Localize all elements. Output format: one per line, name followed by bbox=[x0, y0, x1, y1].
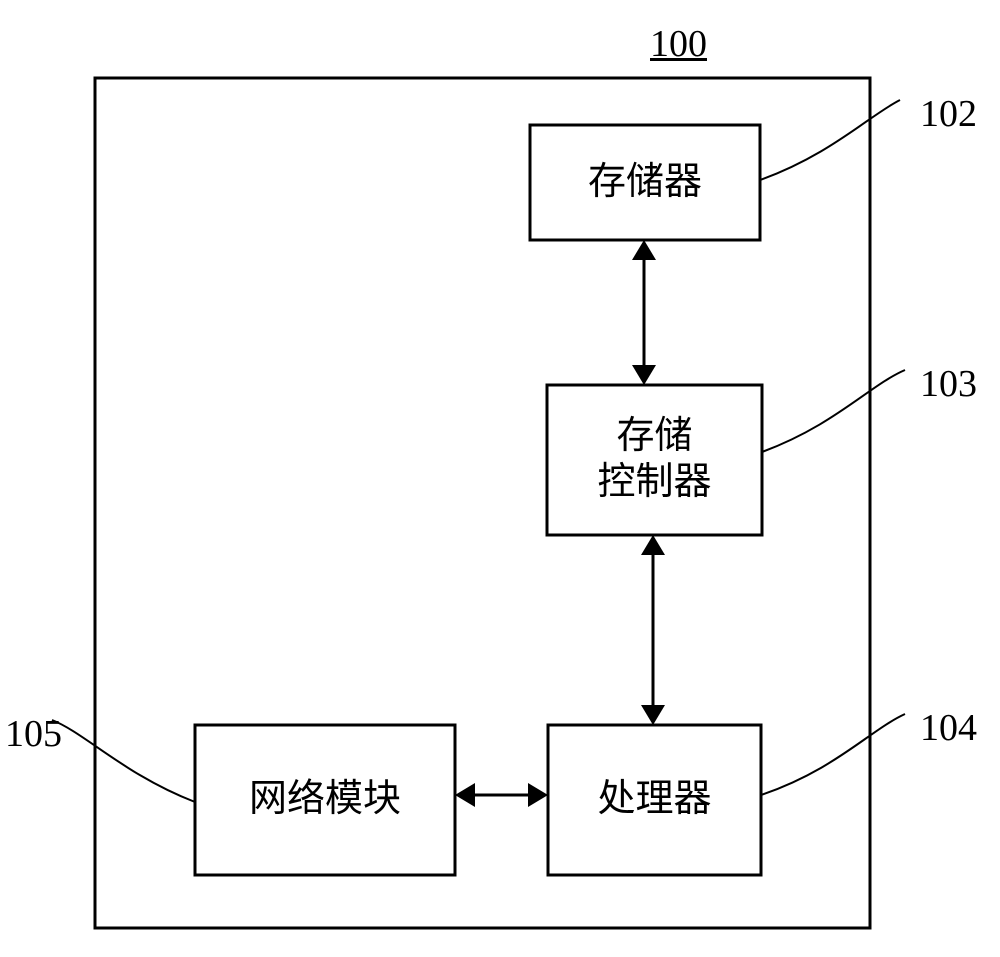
callout-lead-104 bbox=[761, 714, 905, 795]
connector-arrow-0 bbox=[632, 240, 656, 385]
callout-ref-103: 103 bbox=[920, 362, 977, 408]
callout-ref-102: 102 bbox=[920, 92, 977, 138]
diagram-canvas bbox=[0, 0, 1000, 957]
connector-arrow-1 bbox=[641, 535, 665, 725]
callout-lead-105 bbox=[52, 720, 195, 802]
callout-ref-104: 104 bbox=[920, 706, 977, 752]
system-container-box bbox=[95, 78, 870, 928]
figure-number: 100 bbox=[650, 22, 707, 68]
storage-controller-box-label: 存储 控制器 bbox=[597, 414, 711, 505]
callout-ref-105: 105 bbox=[5, 712, 62, 758]
connector-arrow-2 bbox=[455, 783, 548, 807]
callout-lead-103 bbox=[762, 370, 905, 452]
memory-box-label: 存储器 bbox=[588, 160, 702, 206]
network-module-box-label: 网络模块 bbox=[249, 777, 401, 823]
callout-lead-102 bbox=[760, 100, 900, 180]
processor-box-label: 处理器 bbox=[597, 777, 711, 823]
